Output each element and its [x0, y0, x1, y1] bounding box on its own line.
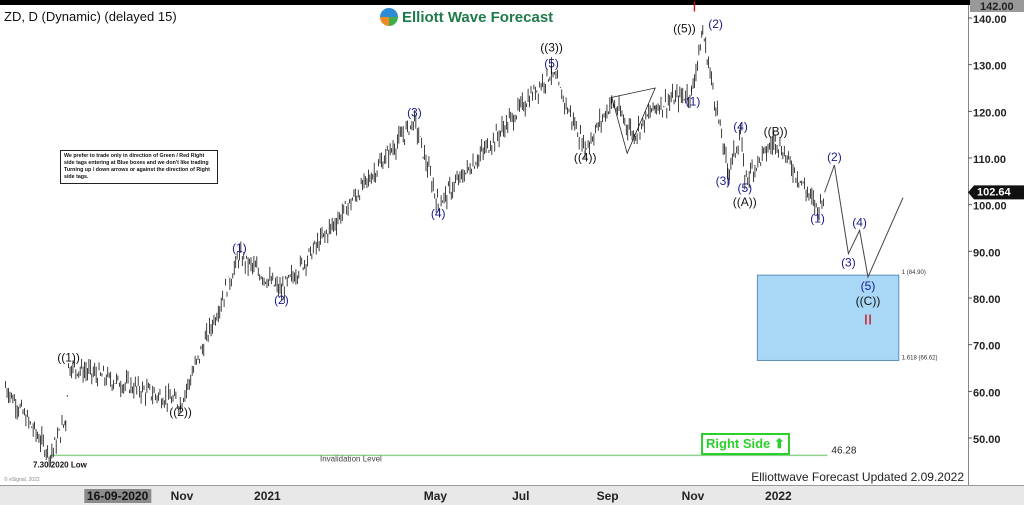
x-tick-label: 16-09-2020 [83, 489, 152, 503]
x-tick-label: Nov [681, 489, 705, 503]
copyright: © eSignal, 2022 [4, 477, 40, 483]
wave-label: ((B)) [764, 124, 788, 138]
low-label: 7.30.2020 Low [33, 460, 88, 469]
wave-label: ((A)) [733, 195, 757, 209]
high-marker: 142.00 [980, 1, 1014, 13]
x-tick-label: 2022 [765, 489, 792, 503]
y-tick-label: 140.00 [973, 14, 1007, 26]
invalidation-label: Invalidation Level [320, 454, 382, 463]
wave-label: ((1)) [57, 351, 80, 365]
wave-label: ((3)) [540, 40, 563, 54]
box-top-label: 1 (84.90) [902, 270, 926, 276]
y-tick-label: 70.00 [973, 341, 1001, 353]
last-price-marker [968, 185, 1024, 200]
x-tick-label: May [423, 489, 448, 503]
wave-label: (4) [431, 207, 446, 221]
time-axis[interactable]: 16-09-2020 Nov 2021 May Jul Sep Nov 2022 [0, 485, 1024, 505]
projection-path [824, 164, 904, 279]
right-side-tag: Right Side ⬆ [701, 433, 790, 455]
wave-label: (3) [841, 256, 856, 270]
wave-label: (4) [852, 215, 867, 229]
wave-label: ((5)) [673, 22, 696, 36]
chart-title: ZD, D (Dynamic) (delayed 15) [4, 9, 177, 24]
logo-icon [380, 8, 398, 26]
chart-window [0, 5, 1024, 504]
wave-label: (2) [827, 150, 842, 164]
blue-box [756, 274, 900, 361]
logo-text: Elliott Wave Forecast [402, 8, 554, 26]
wave-label: (5) [737, 181, 752, 195]
box-bottom-label: 1.618 (66.62) [902, 355, 938, 361]
y-tick-label: 130.00 [973, 61, 1007, 73]
wave-label: (1) [686, 95, 701, 109]
x-tick-label: 2021 [254, 489, 281, 503]
x-tick-label: Nov [170, 489, 194, 503]
invalidation-value: 46.28 [831, 445, 856, 456]
wave-label: (3) [407, 106, 422, 120]
y-tick-label: 120.00 [973, 107, 1007, 119]
high-marker-bg [970, 0, 1024, 12]
wave-label: (2) [274, 293, 289, 307]
y-tick-label: 100.00 [973, 201, 1007, 213]
updated-label: Elliottwave Forecast Updated 2.09.2022 [751, 470, 964, 484]
trading-note: We prefer to trade only in direction of … [60, 150, 218, 184]
wave-label: (1) [810, 211, 825, 225]
wave-label: ((2)) [169, 405, 192, 419]
wave-label: ((4)) [574, 151, 597, 165]
wave-label: (4) [733, 120, 748, 134]
last-price: 102.64 [977, 186, 1012, 198]
wave-label: II [864, 311, 872, 328]
plot-area[interactable] [0, 5, 969, 485]
triangle-pattern [611, 87, 656, 155]
wave-label: I [692, 0, 696, 16]
wave-label: (5) [861, 279, 876, 293]
wave-label: (5) [544, 57, 559, 71]
logo: Elliott Wave Forecast [380, 8, 553, 26]
wave-label: ((C)) [856, 294, 881, 308]
wave-label: (2) [708, 17, 723, 31]
y-tick-label: 80.00 [973, 294, 1001, 306]
wave-label: (1) [232, 241, 247, 255]
y-tick-label: 90.00 [973, 247, 1001, 259]
y-tick-label: 110.00 [973, 154, 1006, 166]
x-tick-label: Jul [512, 489, 530, 503]
y-tick-label: 50.00 [973, 434, 1001, 446]
wave-label: (3) [716, 174, 731, 188]
y-tick-label: 60.00 [973, 387, 1001, 399]
x-tick-label: Sep [596, 489, 619, 503]
